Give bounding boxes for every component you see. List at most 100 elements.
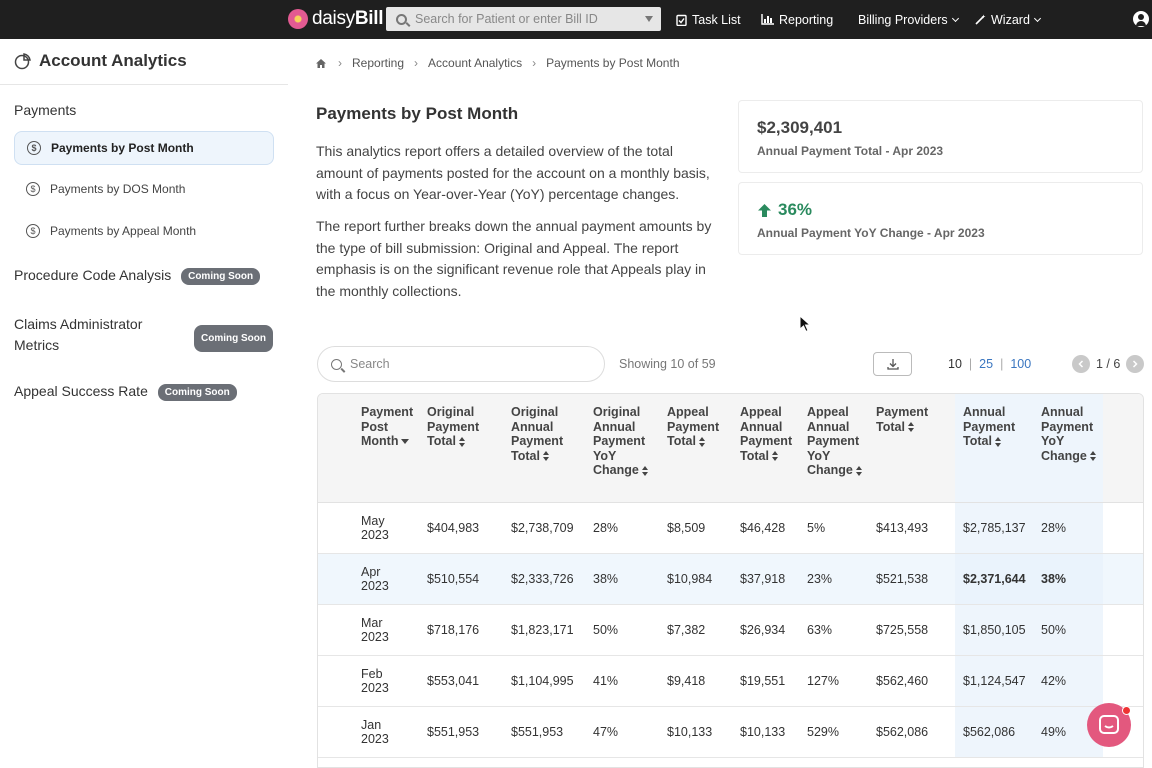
sidebar-section-claims-administrator-metrics[interactable]: Claims Administrator Metrics Coming Soon [14, 314, 274, 356]
patient-search-placeholder: Search for Patient or enter Bill ID [415, 12, 598, 26]
brand-name: daisyBill [312, 8, 384, 29]
payments-table: Payment Post Month Original Payment Tota… [317, 393, 1144, 768]
row-spacer [318, 604, 353, 656]
table-cell: $10,133 [732, 706, 799, 758]
row-spacer [318, 553, 353, 605]
chevron-down-icon [951, 14, 959, 22]
table-cell: $9,418 [659, 655, 732, 707]
row-spacer [318, 706, 353, 758]
sidebar-item-payments-by-appeal-month[interactable]: $ Payments by Appeal Month [14, 214, 274, 248]
mouse-cursor-icon [799, 315, 811, 333]
nav-reporting[interactable]: Reporting [761, 0, 833, 39]
page-size-10[interactable]: 10 [948, 357, 962, 371]
sidebar-section-appeal-success-rate[interactable]: Appeal Success Rate Coming Soon [14, 383, 237, 401]
table-row[interactable]: Mar 2023 $718,176 $1,823,171 50% $7,382 $26,93… [318, 604, 1143, 656]
page-size-25[interactable]: 25 [979, 357, 994, 371]
header-original-payment-total[interactable]: Original Payment Total [419, 394, 503, 503]
row-spacer [1103, 553, 1143, 605]
breadcrumb-current: Payments by Post Month [546, 56, 680, 70]
header-label: Original Payment Total [427, 405, 480, 448]
showing-count: Showing 10 of 59 [619, 357, 716, 371]
chat-bubble-icon [1099, 715, 1119, 734]
sidebar-item-label: Payments by DOS Month [50, 182, 186, 196]
nav-reporting-label: Reporting [779, 12, 834, 27]
table-cell: $2,371,644 [955, 553, 1033, 605]
breadcrumb-separator: › [414, 56, 419, 70]
header-original-annual-payment-total[interactable]: Original Annual Payment Total [503, 394, 585, 503]
breadcrumb-account-analytics[interactable]: Account Analytics [428, 56, 523, 70]
chevron-right-icon [1133, 360, 1138, 368]
sidebar-divider [0, 84, 288, 85]
header-spacer [318, 394, 353, 503]
brand-logo[interactable]: daisyBill [288, 8, 384, 30]
table-search-input[interactable]: Search [317, 346, 605, 382]
description-paragraph-1: This analytics report offers a detailed … [316, 143, 710, 202]
header-payment-total[interactable]: Payment Total [868, 394, 955, 503]
sidebar-item-payments-by-dos-month[interactable]: $ Payments by DOS Month [14, 172, 274, 206]
table-cell: 38% [1033, 553, 1103, 605]
table-row[interactable]: Jan 2023 $551,953 $551,953 47% $10,133 $10,133… [318, 706, 1143, 758]
sort-icon [994, 436, 1002, 447]
chat-support-button[interactable] [1087, 703, 1131, 747]
header-annual-payment-yoy-change[interactable]: Annual Payment YoY Change [1033, 394, 1103, 503]
header-appeal-annual-payment-total[interactable]: Appeal Annual Payment Total [732, 394, 799, 503]
header-appeal-annual-payment-yoy-change[interactable]: Appeal Annual Payment YoY Change [799, 394, 868, 503]
header-appeal-payment-total[interactable]: Appeal Payment Total [659, 394, 732, 503]
table-cell: $2,785,137 [955, 502, 1033, 554]
header-label: Annual Payment YoY Change [1041, 405, 1094, 463]
header-original-annual-payment-yoy-change[interactable]: Original Annual Payment YoY Change [585, 394, 659, 503]
row-spacer [1103, 604, 1143, 656]
search-icon [331, 358, 342, 370]
search-dropdown-caret-icon[interactable] [645, 16, 653, 22]
table-cell: $1,850,105 [955, 604, 1033, 656]
dollar-circle-icon: $ [26, 224, 40, 238]
card-value-text: 36% [778, 200, 813, 219]
download-button[interactable] [873, 352, 912, 376]
sidebar-item-payments-by-post-month[interactable]: $ Payments by Post Month [14, 131, 274, 165]
magic-wand-icon [975, 14, 986, 25]
coming-soon-badge: Coming Soon [181, 267, 261, 285]
table-row[interactable]: Feb 2023 $553,041 $1,104,995 41% $9,418 $19,55… [318, 655, 1143, 707]
sidebar-section-procedure-code-analysis[interactable]: Procedure Code Analysis Coming Soon [14, 267, 261, 285]
sort-icon [458, 436, 466, 447]
table-cell: 41% [585, 655, 659, 707]
table-row[interactable]: May 2023 $404,983 $2,738,709 28% $8,509 $46,42… [318, 502, 1143, 554]
table-cell: $1,104,995 [503, 655, 585, 707]
cell-month: Apr 2023 [353, 553, 419, 605]
table-cell: $26,934 [732, 604, 799, 656]
table-cell: $1,124,547 [955, 655, 1033, 707]
nav-wizard[interactable]: Wizard [975, 0, 1041, 39]
user-account-icon[interactable] [1133, 11, 1149, 27]
sort-icon [907, 422, 915, 433]
header-payment-post-month[interactable]: Payment Post Month [353, 394, 419, 503]
chevron-down-icon [1033, 14, 1041, 22]
patient-search-input[interactable]: Search for Patient or enter Bill ID [386, 7, 661, 31]
table-cell: 42% [1033, 655, 1103, 707]
header-annual-payment-total[interactable]: Annual Payment Total [955, 394, 1033, 503]
month-year: 2023 [361, 527, 389, 542]
table-cell: $10,133 [659, 706, 732, 758]
pie-chart-icon [14, 52, 31, 69]
nav-billing-providers[interactable]: Billing Providers [858, 0, 959, 39]
table-cell: $562,460 [868, 655, 955, 707]
nav-task-list[interactable]: Task List [676, 0, 741, 39]
month-name: Jan [361, 717, 382, 732]
table-row[interactable]: Apr 2023 $510,554 $2,333,726 38% $10,984 $37,9… [318, 553, 1143, 605]
prev-page-button[interactable] [1072, 355, 1090, 373]
header-label: Annual Payment Total [963, 405, 1016, 448]
table-cell: 529% [799, 706, 868, 758]
table-cell: $725,558 [868, 604, 955, 656]
breadcrumb: › Reporting › Account Analytics › Paymen… [316, 56, 680, 70]
chevron-left-icon [1078, 360, 1084, 368]
table-cell: $2,738,709 [503, 502, 585, 554]
page-size-100[interactable]: 100 [1010, 357, 1032, 371]
table-cell: $1,823,171 [503, 604, 585, 656]
table-cell: $37,918 [732, 553, 799, 605]
home-icon[interactable] [316, 58, 326, 68]
coming-soon-badge: Coming Soon [157, 383, 237, 401]
sort-icon [855, 465, 863, 476]
breadcrumb-reporting[interactable]: Reporting [352, 56, 405, 70]
page-size-separator: | [968, 357, 973, 371]
next-page-button[interactable] [1126, 355, 1145, 373]
download-icon [886, 359, 899, 370]
